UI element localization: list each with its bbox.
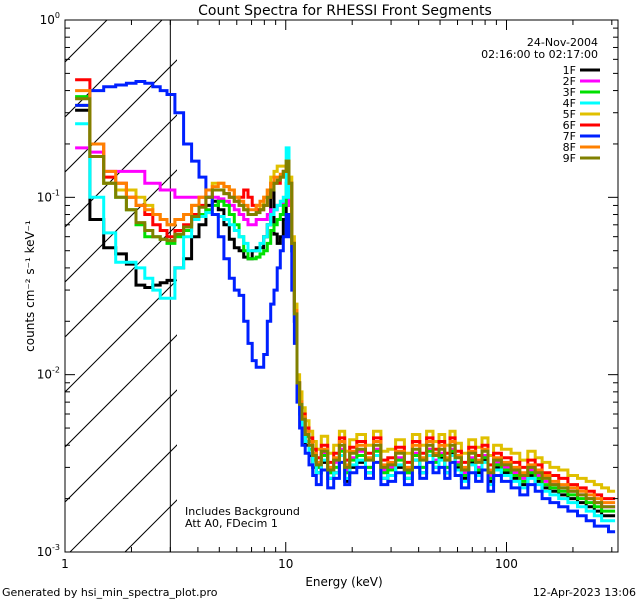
footer-generated-by: Generated by hsi_min_spectra_plot.pro: [2, 586, 218, 599]
legend-label-3F: 3F: [563, 86, 576, 99]
y-tick-label: 10-3: [37, 543, 60, 559]
x-tick-label: 10: [278, 557, 293, 571]
x-axis-label: Energy (keV): [305, 575, 382, 589]
hatch-line: [65, 334, 177, 448]
y-tick-label: 10-1: [37, 188, 60, 204]
series-line-5F: [75, 103, 616, 493]
hatch-line: [65, 169, 177, 283]
hatch-line: [65, 20, 163, 118]
hatch-line: [0, 0, 80, 552]
legend-label-7F: 7F: [563, 130, 576, 143]
legend-label-2F: 2F: [563, 75, 576, 88]
hatch-line: [65, 389, 177, 503]
annotation-background: Includes Background: [185, 505, 300, 518]
hatch-line: [0, 0, 25, 552]
y-tick-label: 10-2: [37, 366, 60, 382]
hatch-line: [69, 444, 177, 552]
y-tick-label: 100: [40, 11, 60, 27]
time-range-label: 02:16:00 to 02:17:00: [481, 48, 598, 61]
hatch-line: [65, 224, 177, 338]
legend-label-8F: 8F: [563, 141, 576, 154]
hatch-line: [65, 20, 108, 63]
footer-timestamp: 12-Apr-2023 13:06: [533, 586, 636, 599]
x-tick-label: 1: [61, 557, 69, 571]
annotation-attenuator: Att A0, FDecim 1: [185, 517, 278, 530]
legend-label-1F: 1F: [563, 64, 576, 77]
plot-frame: [64, 19, 619, 553]
legend-label-5F: 5F: [563, 108, 576, 121]
x-tick-label: 100: [495, 557, 518, 571]
series-group: [75, 78, 616, 534]
series-line-9F: [75, 97, 616, 509]
legend-label-9F: 9F: [563, 152, 576, 165]
legend-label-6F: 6F: [563, 119, 576, 132]
chart-title: Count Spectra for RHESSI Front Segments: [198, 3, 492, 19]
series-line-8F: [75, 89, 616, 505]
y-axis-label: counts cm⁻² s⁻¹ keV⁻¹: [23, 220, 37, 352]
date-label: 24-Nov-2004: [527, 36, 598, 49]
legend-label-4F: 4F: [563, 97, 576, 110]
